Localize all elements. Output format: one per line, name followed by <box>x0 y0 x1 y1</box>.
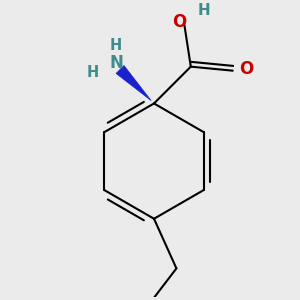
Text: H: H <box>110 38 122 53</box>
Text: H: H <box>87 65 99 80</box>
Text: N: N <box>109 54 123 72</box>
Polygon shape <box>116 65 151 101</box>
Text: H: H <box>198 3 211 18</box>
Text: O: O <box>239 60 253 78</box>
Text: O: O <box>172 13 186 31</box>
